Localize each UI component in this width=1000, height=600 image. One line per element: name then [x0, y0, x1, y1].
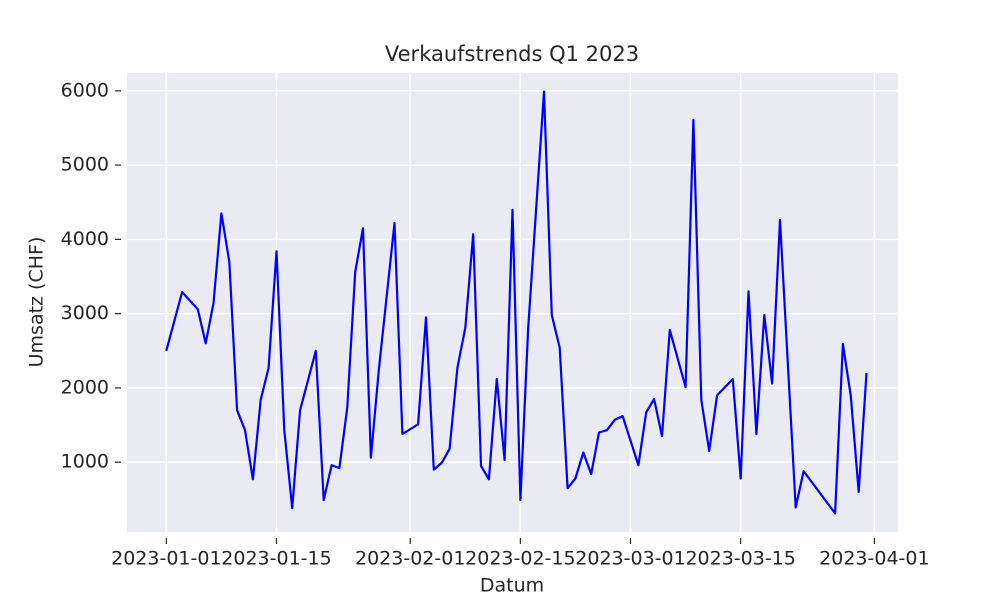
chart-title: Verkaufstrends Q1 2023 — [385, 42, 639, 66]
x-tick-label: 2023-01-15 — [221, 548, 331, 570]
plot-area — [127, 73, 898, 532]
x-tick-label: 2023-03-15 — [685, 548, 795, 570]
data-line — [165, 90, 868, 515]
x-tick-label: 2023-02-01 — [355, 548, 465, 570]
x-tick-label: 2023-03-01 — [575, 548, 685, 570]
y-tick-label: 2000 — [61, 376, 109, 398]
y-tick-label: 6000 — [61, 79, 109, 101]
y-tick-label: 1000 — [61, 451, 109, 473]
y-tick-label: 5000 — [61, 154, 109, 176]
y-axis-label: Umsatz (CHF) — [26, 237, 48, 368]
x-tick-label: 2023-01-01 — [111, 548, 221, 570]
y-tick-label: 3000 — [61, 302, 109, 324]
x-tick-label: 2023-04-01 — [819, 548, 929, 570]
x-axis-label: Datum — [480, 575, 544, 597]
y-tick-label: 4000 — [61, 228, 109, 250]
x-tick-label: 2023-02-15 — [465, 548, 575, 570]
